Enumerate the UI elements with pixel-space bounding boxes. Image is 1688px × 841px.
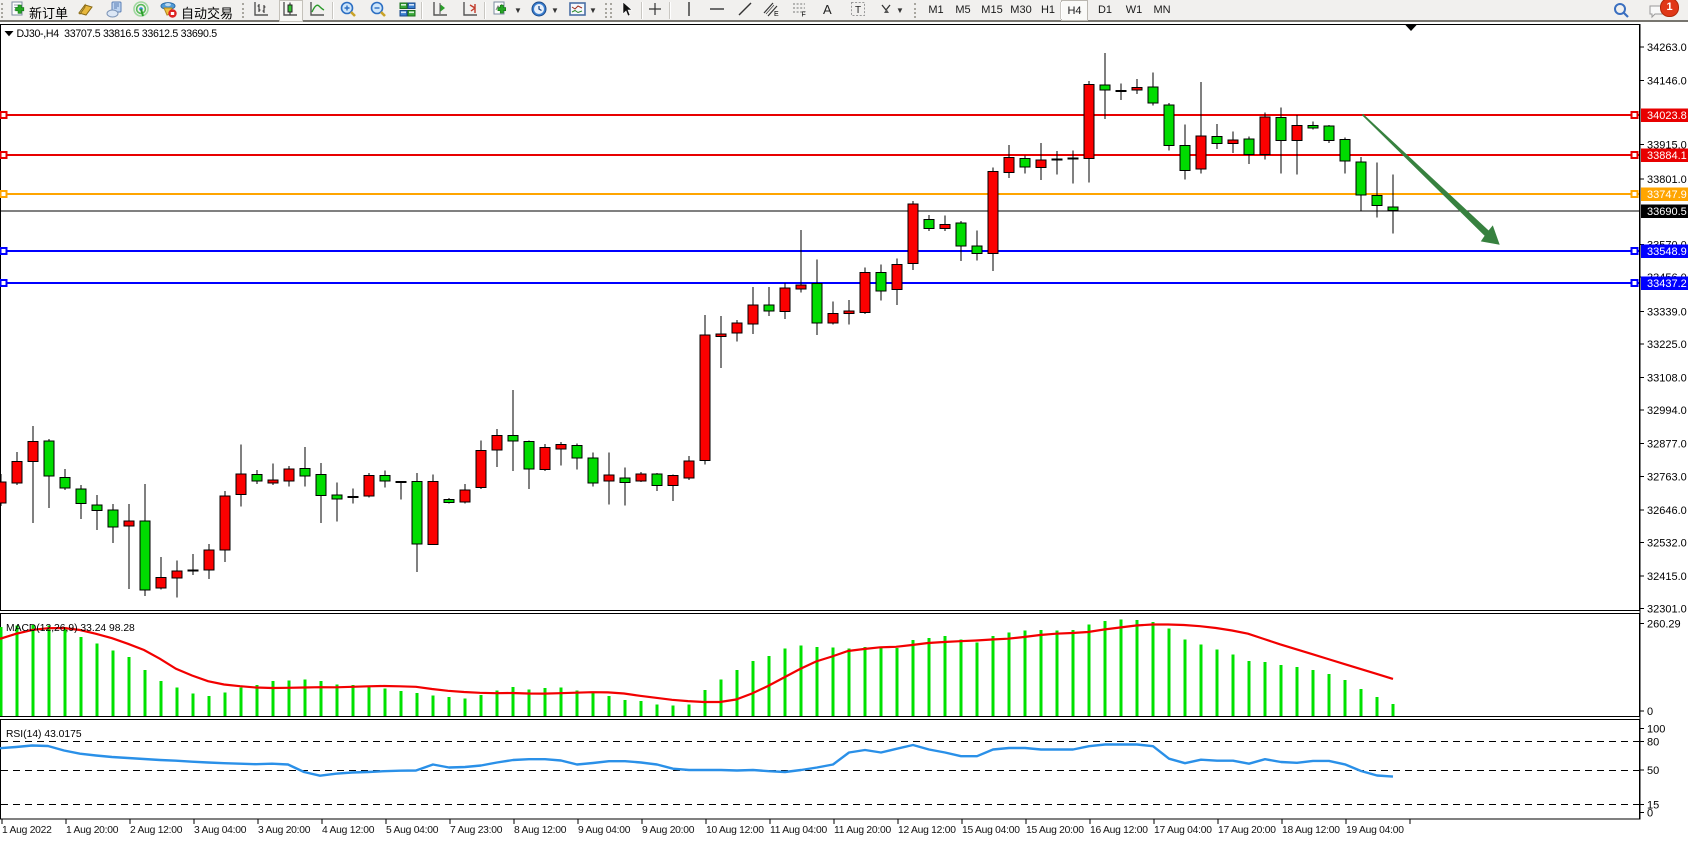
svg-text:33801.0: 33801.0 [1647, 174, 1687, 186]
svg-text:7 Aug 23:00: 7 Aug 23:00 [450, 825, 503, 836]
svg-text:9 Aug 20:00: 9 Aug 20:00 [642, 825, 695, 836]
svg-text:DJ30-,H4 33707.5 33816.5 3361: DJ30-,H4 33707.5 33816.5 33612.5 33690.5 [17, 28, 218, 40]
svg-text:0: 0 [1647, 706, 1653, 718]
svg-text:9 Aug 04:00: 9 Aug 04:00 [578, 825, 631, 836]
svg-text:4 Aug 12:00: 4 Aug 12:00 [322, 825, 375, 836]
svg-text:17 Aug 20:00: 17 Aug 20:00 [1218, 825, 1276, 836]
svg-text:2 Aug 12:00: 2 Aug 12:00 [130, 825, 183, 836]
svg-text:10 Aug 12:00: 10 Aug 12:00 [706, 825, 764, 836]
svg-text:11 Aug 20:00: 11 Aug 20:00 [834, 825, 891, 836]
svg-text:32763.0: 32763.0 [1647, 471, 1687, 483]
svg-text:19 Aug 04:00: 19 Aug 04:00 [1346, 825, 1404, 836]
svg-text:33225.0: 33225.0 [1647, 339, 1687, 351]
svg-text:32646.0: 32646.0 [1647, 505, 1687, 517]
svg-text:260.29: 260.29 [1647, 619, 1681, 631]
svg-text:33747.9: 33747.9 [1647, 189, 1687, 201]
svg-text:3 Aug 04:00: 3 Aug 04:00 [194, 825, 247, 836]
svg-text:33548.9: 33548.9 [1647, 246, 1687, 258]
svg-text:33690.5: 33690.5 [1647, 206, 1687, 218]
svg-text:1 Aug 2022: 1 Aug 2022 [2, 825, 52, 836]
svg-text:MACD(12,26,9) 33.24 98.28: MACD(12,26,9) 33.24 98.28 [6, 623, 135, 634]
svg-text:15: 15 [1647, 800, 1659, 812]
svg-text:RSI(14) 43.0175: RSI(14) 43.0175 [6, 729, 82, 740]
svg-text:17 Aug 04:00: 17 Aug 04:00 [1154, 825, 1212, 836]
svg-text:32301.0: 32301.0 [1647, 604, 1687, 616]
svg-text:32415.0: 32415.0 [1647, 571, 1687, 583]
svg-text:11 Aug 04:00: 11 Aug 04:00 [770, 825, 827, 836]
svg-text:32994.0: 32994.0 [1647, 405, 1687, 417]
svg-text:F: F [802, 12, 806, 19]
svg-text:34023.8: 34023.8 [1647, 110, 1687, 122]
svg-text:33884.1: 33884.1 [1647, 150, 1687, 162]
svg-text:T: T [855, 5, 861, 16]
svg-text:50: 50 [1647, 765, 1659, 777]
svg-text:80: 80 [1647, 737, 1659, 749]
svg-text:33108.0: 33108.0 [1647, 373, 1687, 385]
svg-text:12 Aug 12:00: 12 Aug 12:00 [898, 825, 956, 836]
svg-text:34146.0: 34146.0 [1647, 75, 1687, 87]
svg-text:1 Aug 20:00: 1 Aug 20:00 [66, 825, 119, 836]
svg-text:8 Aug 12:00: 8 Aug 12:00 [514, 825, 567, 836]
svg-text:15 Aug 20:00: 15 Aug 20:00 [1026, 825, 1084, 836]
svg-text:E: E [774, 11, 779, 18]
svg-text:15 Aug 04:00: 15 Aug 04:00 [962, 825, 1020, 836]
svg-text:33437.2: 33437.2 [1647, 278, 1687, 290]
svg-text:18 Aug 12:00: 18 Aug 12:00 [1282, 825, 1340, 836]
svg-text:0: 0 [1647, 808, 1653, 820]
svg-text:32532.0: 32532.0 [1647, 538, 1687, 550]
svg-text:34263.0: 34263.0 [1647, 42, 1687, 54]
svg-text:3 Aug 20:00: 3 Aug 20:00 [258, 825, 311, 836]
svg-text:16 Aug 12:00: 16 Aug 12:00 [1090, 825, 1148, 836]
svg-text:32877.0: 32877.0 [1647, 439, 1687, 451]
svg-text:5 Aug 04:00: 5 Aug 04:00 [386, 825, 439, 836]
svg-text:100: 100 [1647, 724, 1665, 736]
svg-text:33339.0: 33339.0 [1647, 306, 1687, 318]
